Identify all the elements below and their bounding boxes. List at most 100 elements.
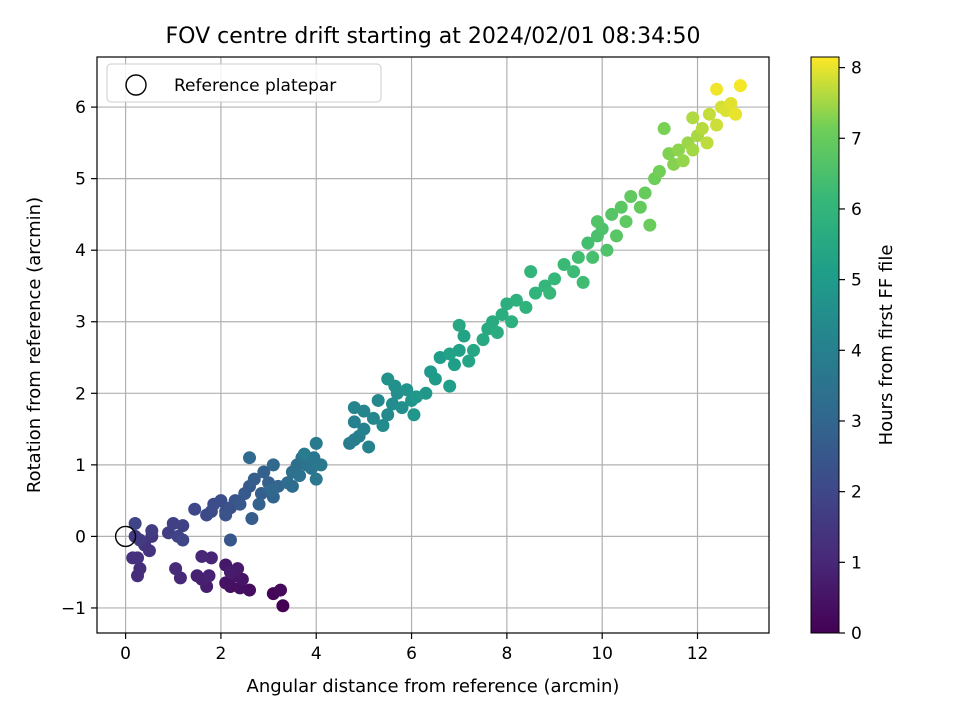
- data-point: [702, 107, 716, 121]
- data-point: [131, 569, 145, 583]
- data-point: [264, 483, 278, 497]
- data-point: [366, 411, 380, 425]
- data-point: [245, 512, 259, 526]
- data-point: [176, 533, 190, 547]
- x-tick-label: 4: [311, 644, 322, 664]
- data-point: [257, 465, 271, 479]
- data-point: [543, 286, 557, 300]
- data-point: [362, 440, 376, 454]
- colorbar-tick-label: 8: [851, 59, 862, 79]
- reference-platepar-marker: [114, 525, 137, 548]
- data-point: [519, 300, 533, 314]
- data-point: [695, 122, 709, 136]
- data-point: [204, 551, 218, 565]
- data-point: [490, 325, 504, 339]
- data-point: [381, 408, 395, 422]
- data-point: [614, 200, 628, 214]
- data-point: [443, 379, 457, 393]
- legend-box: [106, 63, 382, 103]
- data-point: [652, 164, 666, 178]
- x-axis-ticks: 0 2 4 6 8 10 12: [120, 633, 708, 664]
- data-point: [567, 265, 581, 279]
- data-point: [586, 250, 600, 264]
- data-point: [581, 236, 595, 250]
- data-point: [233, 497, 247, 511]
- colorbar-tick-label: 2: [851, 483, 862, 503]
- data-point: [297, 447, 311, 461]
- data-point: [671, 143, 685, 157]
- x-tick-label: 8: [501, 644, 512, 664]
- legend-label: Reference platepar: [174, 76, 336, 96]
- data-point: [169, 562, 183, 576]
- data-point: [452, 318, 466, 332]
- data-point: [686, 143, 700, 157]
- data-point: [710, 118, 724, 132]
- data-point: [638, 186, 652, 200]
- data-point: [457, 329, 471, 343]
- data-points: [126, 79, 747, 613]
- data-point: [590, 215, 604, 229]
- data-point: [729, 107, 743, 121]
- colorbar-ticks: 0 1 2 3 4 5 6 7 8: [839, 59, 862, 644]
- data-point: [400, 383, 414, 397]
- data-point: [633, 200, 647, 214]
- data-point: [486, 315, 500, 329]
- y-tick-label: 1: [75, 456, 86, 476]
- data-point: [548, 272, 562, 286]
- data-point: [509, 293, 523, 307]
- data-point: [724, 97, 738, 111]
- data-point: [571, 250, 585, 264]
- x-tick-label: 10: [591, 644, 613, 664]
- data-point: [428, 372, 442, 386]
- y-axis-label: Rotation from reference (arcmin): [24, 197, 45, 493]
- data-point: [293, 469, 307, 483]
- colorbar-tick-label: 6: [851, 200, 862, 220]
- data-point: [576, 275, 590, 289]
- colorbar: [810, 56, 840, 634]
- grid-lines: [97, 57, 769, 633]
- x-tick-label: 0: [120, 644, 131, 664]
- data-point: [557, 258, 571, 272]
- y-tick-label: 3: [75, 313, 86, 333]
- x-tick-label: 2: [216, 644, 227, 664]
- data-point: [495, 308, 509, 322]
- data-point: [686, 111, 700, 125]
- data-point: [371, 393, 385, 407]
- legend: Reference platepar: [106, 63, 382, 103]
- y-tick-label: 6: [75, 98, 86, 118]
- y-tick-label: 2: [75, 384, 86, 404]
- data-point: [309, 436, 323, 450]
- x-axis-label: Angular distance from reference (arcmin): [247, 676, 620, 697]
- data-point: [524, 265, 538, 279]
- data-point: [676, 154, 690, 168]
- data-point: [600, 243, 614, 257]
- data-point: [314, 458, 328, 472]
- data-point: [131, 551, 145, 565]
- colorbar-tick-label: 1: [851, 553, 862, 573]
- y-axis-ticks: −1 0 1 2 3 4 5 6: [61, 98, 97, 619]
- colorbar-tick-label: 7: [851, 129, 862, 149]
- data-point: [657, 122, 671, 136]
- data-point: [202, 569, 216, 583]
- colorbar-tick-label: 5: [851, 271, 862, 291]
- data-point: [266, 458, 280, 472]
- data-point: [381, 372, 395, 386]
- y-tick-label: 4: [75, 241, 86, 261]
- colorbar-tick-label: 0: [851, 624, 862, 644]
- data-point: [223, 533, 237, 547]
- x-tick-label: 12: [687, 644, 709, 664]
- colorbar-tick-label: 3: [851, 412, 862, 432]
- data-point: [243, 451, 257, 465]
- data-point: [443, 347, 457, 361]
- data-point: [395, 401, 409, 415]
- data-point: [710, 82, 724, 96]
- x-tick-label: 6: [406, 644, 417, 664]
- data-point: [128, 517, 142, 531]
- data-point: [462, 354, 476, 368]
- data-point: [309, 472, 323, 486]
- data-point: [188, 502, 202, 516]
- data-point: [347, 415, 361, 429]
- data-point: [285, 479, 299, 493]
- data-point: [190, 569, 204, 583]
